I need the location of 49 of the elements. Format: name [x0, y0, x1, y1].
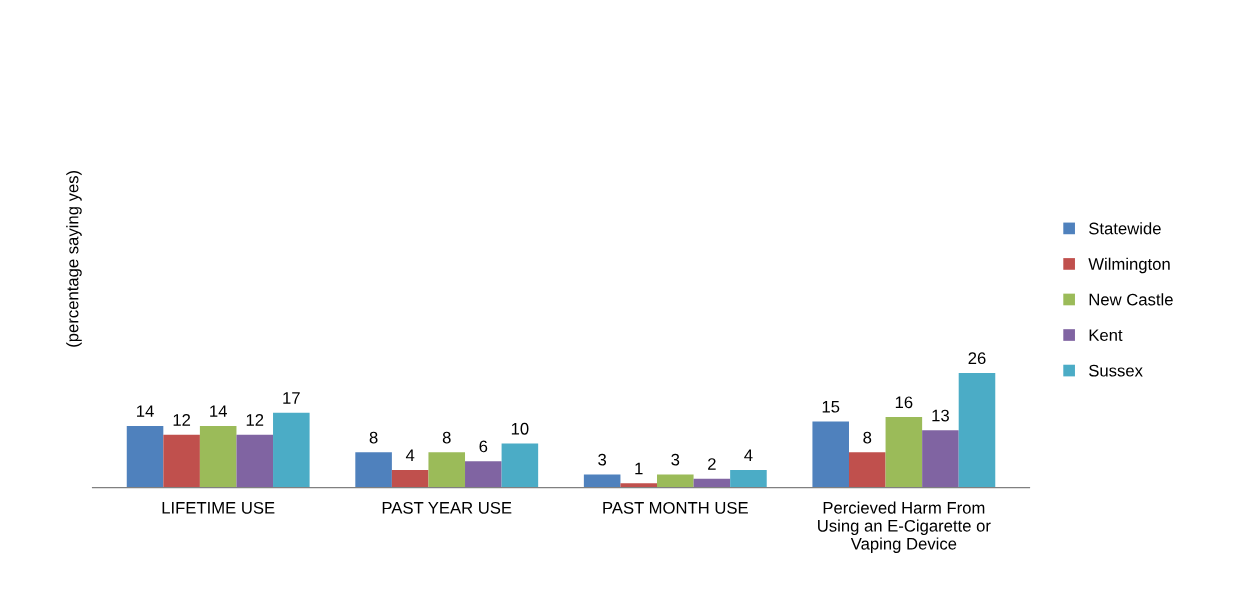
bar: [355, 452, 392, 488]
legend-label: Kent: [1089, 329, 1123, 342]
bar: [885, 417, 923, 488]
data-label: 2: [708, 458, 716, 470]
bar: [730, 469, 767, 488]
bar: [428, 452, 466, 488]
bar: [126, 425, 164, 488]
x-tick-label: PAST YEAR USE: [382, 501, 512, 514]
x-tick-label: PAST MONTH USE: [603, 501, 748, 514]
legend-label: Statewide: [1089, 222, 1161, 235]
bar: [236, 434, 274, 488]
data-label: 8: [442, 431, 451, 444]
data-label: 12: [246, 414, 264, 426]
bar: [583, 474, 621, 488]
bar: [465, 461, 502, 488]
data-label: 16: [895, 396, 913, 409]
bar: [620, 483, 658, 488]
data-label: 4: [744, 449, 753, 461]
bar: [657, 474, 694, 488]
data-label: 26: [968, 352, 986, 365]
data-label: 14: [210, 405, 227, 417]
data-label: 13: [932, 409, 949, 422]
legend-label: Sussex: [1089, 364, 1143, 377]
data-label: 14: [137, 405, 154, 417]
bar: [163, 434, 200, 488]
bar: [958, 372, 996, 488]
data-label: 8: [863, 431, 872, 444]
data-label: 17: [283, 392, 300, 404]
legend-label: New Castle: [1089, 293, 1173, 306]
data-label: 3: [598, 453, 607, 466]
bar: [199, 425, 237, 488]
bar: [849, 452, 886, 488]
y-axis-title: (percentage saying yes): [66, 170, 82, 347]
legend-label: Wilmington: [1088, 257, 1170, 274]
data-label: 6: [479, 440, 488, 453]
data-label: 4: [405, 449, 415, 461]
data-label: 15: [822, 400, 840, 413]
bar: [273, 412, 310, 488]
data-label: 8: [369, 431, 378, 444]
bar: [812, 421, 849, 488]
data-label: 1: [635, 462, 643, 475]
bar: [922, 430, 959, 488]
data-label: 10: [511, 422, 529, 435]
x-tick-label: LIFETIME USE: [162, 501, 275, 514]
bar: [391, 469, 429, 488]
bar: [501, 443, 539, 488]
data-label: 12: [173, 414, 191, 426]
x-tick-label: Percieved Harm From Using an E-Cigarette or Vaping Device: [818, 501, 991, 553]
data-label: 3: [671, 453, 680, 466]
